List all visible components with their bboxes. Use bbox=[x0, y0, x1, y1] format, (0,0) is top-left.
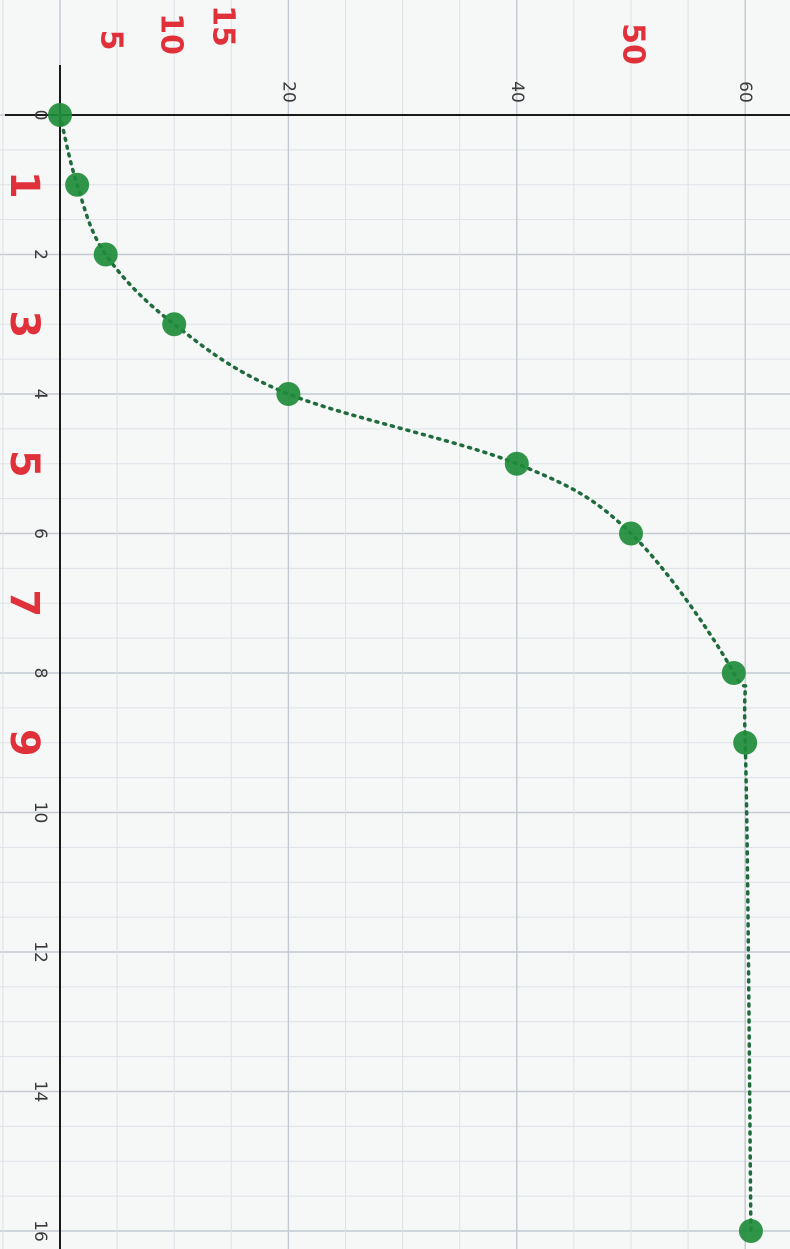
annotation-x-mark: 7 bbox=[1, 589, 47, 617]
y-tick-label: 20 bbox=[278, 81, 298, 103]
annotation-x-mark: 5 bbox=[1, 450, 47, 478]
x-tick-label: 16 bbox=[30, 1220, 50, 1242]
annotation-y-mark: 5 bbox=[94, 30, 129, 51]
data-point bbox=[504, 451, 529, 476]
x-tick-label: 6 bbox=[30, 528, 50, 539]
handwritten-annotations: 1 3 5 7 9 5 10 15 50 bbox=[1, 5, 651, 757]
axes bbox=[5, 65, 790, 1249]
data-point bbox=[276, 382, 301, 406]
y-tick-label: 60 bbox=[735, 81, 755, 103]
data-point bbox=[93, 242, 118, 267]
y-tick-label: 40 bbox=[507, 81, 527, 103]
data-point bbox=[48, 103, 72, 127]
annotation-x-mark: 1 bbox=[1, 171, 47, 199]
data-point bbox=[162, 312, 187, 337]
data-point bbox=[733, 730, 758, 755]
annotation-y-mark: 15 bbox=[206, 5, 241, 47]
data-points bbox=[48, 103, 763, 1243]
x-tick-label: 14 bbox=[30, 1081, 50, 1103]
x-tick-label: 0 bbox=[30, 110, 50, 121]
x-tick-label: 10 bbox=[30, 802, 50, 824]
annotation-y-mark: 50 bbox=[616, 23, 651, 65]
data-point bbox=[65, 172, 90, 197]
x-tick-label: 8 bbox=[30, 668, 50, 679]
annotation-y-mark: 10 bbox=[154, 13, 189, 55]
annotation-x-mark: 3 bbox=[1, 310, 47, 338]
data-point bbox=[619, 521, 643, 546]
data-point bbox=[721, 661, 746, 685]
x-tick-label: 12 bbox=[30, 941, 50, 963]
tick-labels: 0 2 4 6 8 10 12 14 16 20 40 60 bbox=[30, 81, 755, 1242]
x-tick-label: 2 bbox=[30, 249, 50, 260]
x-tick-label: 4 bbox=[30, 389, 50, 400]
annotation-x-mark: 9 bbox=[1, 729, 47, 757]
data-point bbox=[738, 1219, 763, 1243]
